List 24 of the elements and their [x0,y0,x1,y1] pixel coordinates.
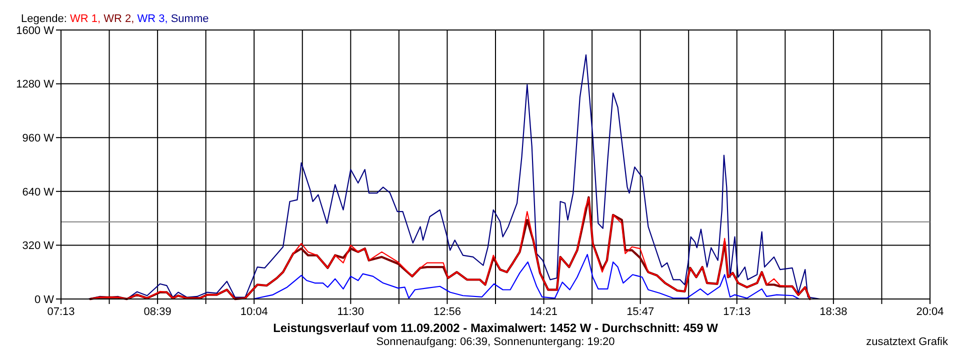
text: Leistungsverlauf vom 11.09.2002 - Maximalwert: 1452 W - Durchschnitt: 459 W [273,321,719,335]
y-tick-label: 960 W [22,132,55,144]
x-tick-label: 07:13 [47,306,75,318]
y-tick-label: 0 W [34,294,55,306]
x-tick-label: 20:04 [916,306,944,318]
x-tick-label: 17:13 [723,306,751,318]
x-tick-label: 08:39 [144,306,172,318]
x-tick-label: 12:56 [433,306,461,318]
x-tick-label: 14:21 [530,306,558,318]
x-tick-label: 10:04 [240,306,268,318]
y-tick-label: 640 W [22,186,55,198]
text: Sonnenaufgang: 06:39, Sonnenuntergang: 19:20 [376,336,615,348]
text: Summe [170,13,209,25]
x-tick-label: 15:47 [626,306,654,318]
text: WR 3, [137,13,171,25]
y-tick-label: 1600 W [16,24,55,37]
y-tick-label: 1280 W [16,78,55,91]
text: zusatztext Grafik [866,336,948,348]
y-tick-label: 320 W [22,240,55,252]
legend-title: Legende: [21,13,70,25]
x-tick-label: 18:38 [820,306,848,318]
x-tick-label: 11:30 [337,306,364,318]
text: WR 2, [104,13,138,25]
text: WR 1, [70,13,104,25]
